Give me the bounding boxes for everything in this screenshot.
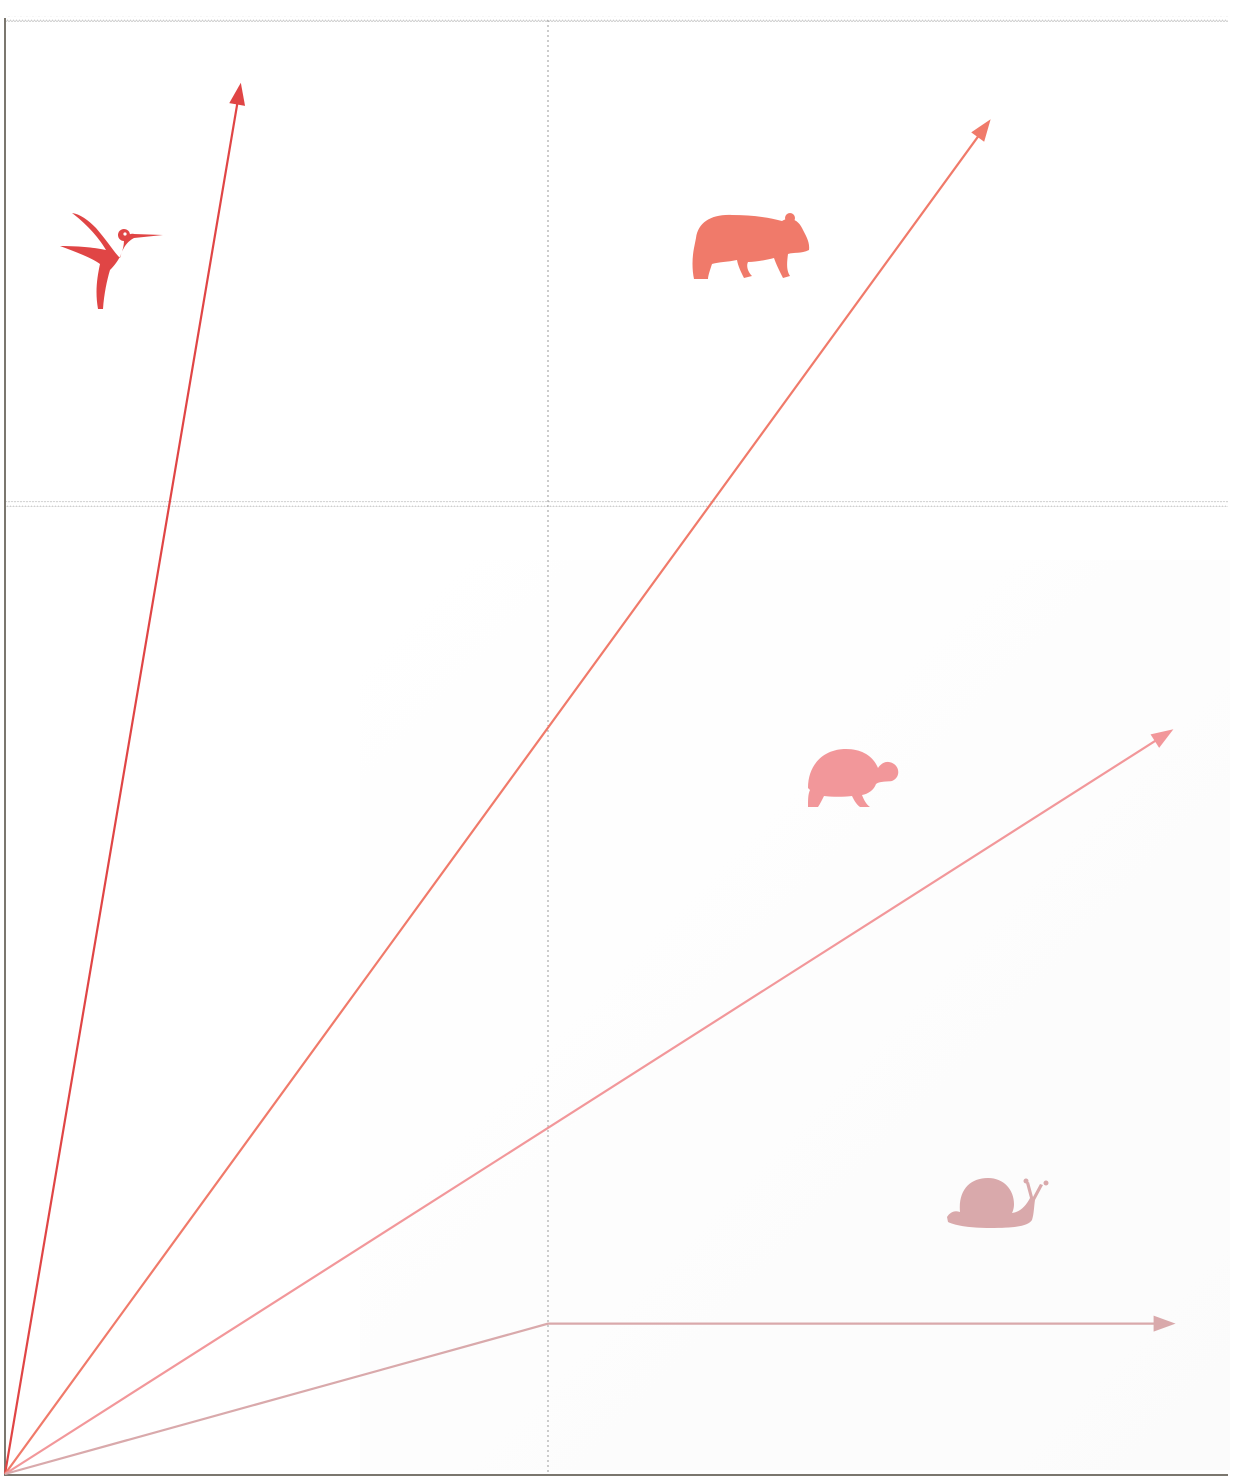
horizontal-gridline-2 bbox=[6, 16, 1228, 22]
hummingbird-icon bbox=[60, 213, 163, 309]
tortoise-arrowhead bbox=[1150, 729, 1174, 748]
tortoise-icon bbox=[808, 749, 899, 807]
bear-series-line bbox=[4, 129, 984, 1475]
snail-icon bbox=[947, 1178, 1049, 1228]
background-shade bbox=[360, 560, 1230, 1470]
hummingbird-series-line bbox=[3, 96, 240, 1475]
snail-series-line bbox=[4, 1322, 1162, 1476]
hummingbird-arrowhead bbox=[229, 82, 246, 106]
bear-arrowhead bbox=[971, 119, 991, 142]
icons-layer bbox=[60, 213, 1049, 1228]
tortoise-series-line bbox=[4, 735, 1163, 1475]
series-layer bbox=[3, 82, 1176, 1476]
horizontal-gridline-1 bbox=[6, 501, 1228, 507]
axes bbox=[4, 18, 1228, 1476]
bear-icon bbox=[692, 213, 810, 279]
grid bbox=[6, 16, 1228, 1474]
snail-arrowhead bbox=[1153, 1315, 1176, 1332]
